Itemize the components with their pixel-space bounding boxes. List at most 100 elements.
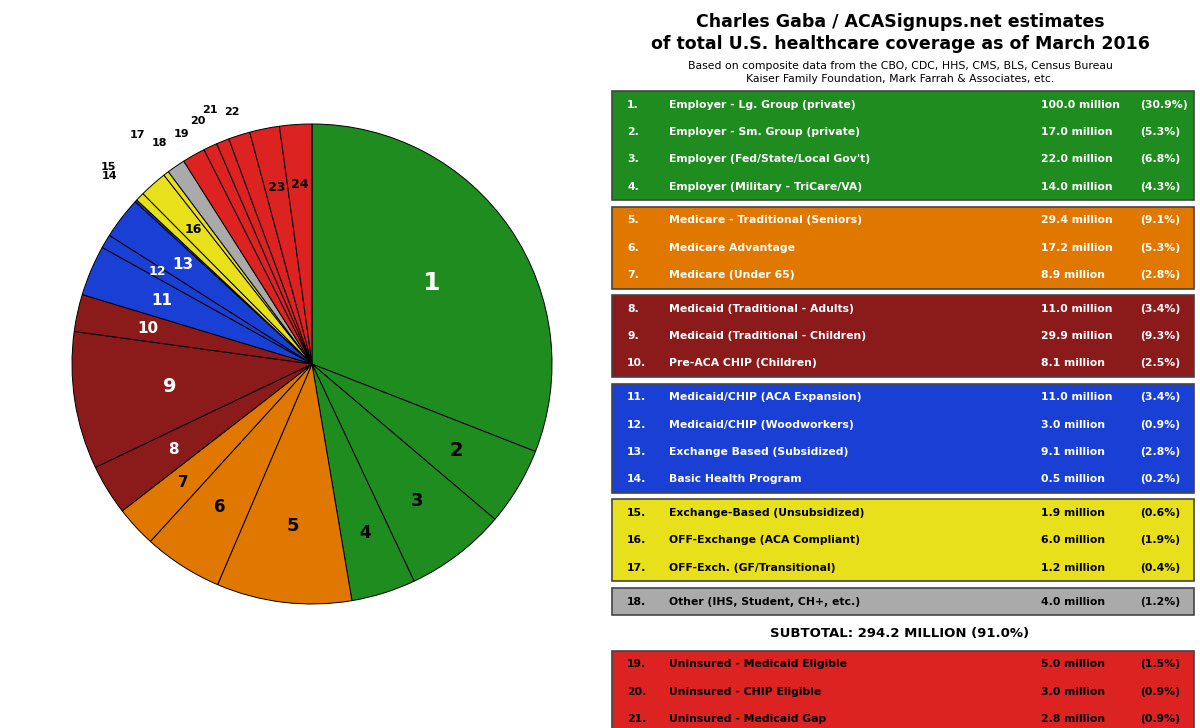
Text: (0.2%): (0.2%) [1140,474,1180,484]
Text: 29.4 million: 29.4 million [1042,215,1112,226]
Text: Medicaid (Traditional - Adults): Medicaid (Traditional - Adults) [670,304,854,314]
Wedge shape [122,364,312,542]
Bar [612,384,1194,493]
Text: 9.: 9. [628,331,638,341]
Text: (5.3%): (5.3%) [1140,127,1180,137]
Wedge shape [217,139,312,364]
Text: (0.9%): (0.9%) [1140,419,1180,430]
Bar [612,207,1194,288]
Text: 3.0 million: 3.0 million [1042,419,1105,430]
Wedge shape [184,150,312,364]
Text: 14.: 14. [628,474,647,484]
Text: 17.: 17. [628,563,647,573]
Text: (1.2%): (1.2%) [1140,596,1180,606]
Text: Basic Health Program: Basic Health Program [670,474,802,484]
Text: 2.: 2. [628,127,638,137]
Wedge shape [168,161,312,364]
Text: 2.8 million: 2.8 million [1042,714,1105,724]
Text: (30.9%): (30.9%) [1140,100,1188,110]
Text: 13: 13 [172,257,193,272]
Text: 12.: 12. [628,419,647,430]
Wedge shape [217,364,352,604]
Text: OFF-Exch. (GF/Transitional): OFF-Exch. (GF/Transitional) [670,563,835,573]
Text: 14: 14 [102,171,118,181]
Text: (1.9%): (1.9%) [1140,535,1180,545]
Text: (0.4%): (0.4%) [1140,563,1180,573]
Wedge shape [280,124,312,364]
Text: 11: 11 [151,293,173,308]
Text: 5.0 million: 5.0 million [1042,660,1105,669]
Text: Employer (Military - TriCare/VA): Employer (Military - TriCare/VA) [670,181,862,191]
Text: 0.5 million: 0.5 million [1042,474,1105,484]
Text: 1: 1 [422,271,439,295]
Wedge shape [143,175,312,364]
Text: 17: 17 [130,130,145,141]
Text: SUBTOTAL: 294.2 MILLION (91.0%): SUBTOTAL: 294.2 MILLION (91.0%) [770,627,1030,640]
Wedge shape [164,172,312,364]
Text: 18.: 18. [628,596,647,606]
Text: 3.: 3. [628,154,638,165]
Text: 4.: 4. [628,181,638,191]
Text: 20.: 20. [628,687,647,697]
Text: Employer - Lg. Group (private): Employer - Lg. Group (private) [670,100,856,110]
Wedge shape [312,364,535,519]
Wedge shape [312,364,494,581]
Wedge shape [95,364,312,511]
Text: 13.: 13. [628,447,647,457]
Text: 6.: 6. [628,242,638,253]
Text: (3.4%): (3.4%) [1140,304,1181,314]
Text: 21.: 21. [628,714,647,724]
Text: 4: 4 [359,524,371,542]
Text: 14.0 million: 14.0 million [1042,181,1112,191]
Wedge shape [83,248,312,364]
Text: (5.3%): (5.3%) [1140,242,1180,253]
Text: (9.1%): (9.1%) [1140,215,1180,226]
Wedge shape [229,132,312,364]
Text: 9: 9 [163,376,176,395]
Text: 24: 24 [292,178,308,191]
Text: 17.2 million: 17.2 million [1042,242,1112,253]
Text: 7: 7 [178,475,188,491]
Text: Uninsured - CHIP Eligible: Uninsured - CHIP Eligible [670,687,821,697]
Text: (9.3%): (9.3%) [1140,331,1180,341]
Text: 17.0 million: 17.0 million [1042,127,1112,137]
Text: Exchange Based (Subsidized): Exchange Based (Subsidized) [670,447,848,457]
Text: 22: 22 [224,108,240,117]
Text: (2.8%): (2.8%) [1140,447,1180,457]
Text: Medicaid/CHIP (Woodworkers): Medicaid/CHIP (Woodworkers) [670,419,853,430]
Text: Medicaid (Traditional - Children): Medicaid (Traditional - Children) [670,331,866,341]
Text: of total U.S. healthcare coverage as of March 2016: of total U.S. healthcare coverage as of … [650,35,1150,53]
Text: 21: 21 [203,105,218,115]
Text: Uninsured - Medicaid Eligible: Uninsured - Medicaid Eligible [670,660,847,669]
Text: 12: 12 [149,266,166,279]
Wedge shape [204,143,312,364]
Text: 4.0 million: 4.0 million [1042,596,1105,606]
Wedge shape [74,295,312,364]
Text: (3.4%): (3.4%) [1140,392,1181,403]
Text: Medicare Advantage: Medicare Advantage [670,242,796,253]
Bar [612,296,1194,377]
Text: Medicaid/CHIP (ACA Expansion): Medicaid/CHIP (ACA Expansion) [670,392,862,403]
Text: 7.: 7. [628,270,638,280]
Text: Other (IHS, Student, CH+, etc.): Other (IHS, Student, CH+, etc.) [670,596,860,606]
Text: 11.0 million: 11.0 million [1042,392,1112,403]
Wedge shape [136,200,312,364]
Text: OFF-Exchange (ACA Compliant): OFF-Exchange (ACA Compliant) [670,535,860,545]
Text: 29.9 million: 29.9 million [1042,331,1112,341]
Text: 16.: 16. [628,535,647,545]
Text: 20: 20 [191,116,206,125]
Text: 2: 2 [450,440,463,459]
Text: 16: 16 [184,223,202,236]
Text: 8.1 million: 8.1 million [1042,358,1105,368]
Text: Medicare (Under 65): Medicare (Under 65) [670,270,794,280]
Text: 8: 8 [168,442,179,457]
Text: Pre-ACA CHIP (Children): Pre-ACA CHIP (Children) [670,358,817,368]
Text: 1.9 million: 1.9 million [1042,508,1105,518]
Text: 15.: 15. [628,508,647,518]
Text: (4.3%): (4.3%) [1140,181,1181,191]
Text: 11.0 million: 11.0 million [1042,304,1112,314]
Text: Employer - Sm. Group (private): Employer - Sm. Group (private) [670,127,860,137]
Text: 100.0 million: 100.0 million [1042,100,1120,110]
Text: 5: 5 [287,517,299,535]
Text: 6.0 million: 6.0 million [1042,535,1105,545]
